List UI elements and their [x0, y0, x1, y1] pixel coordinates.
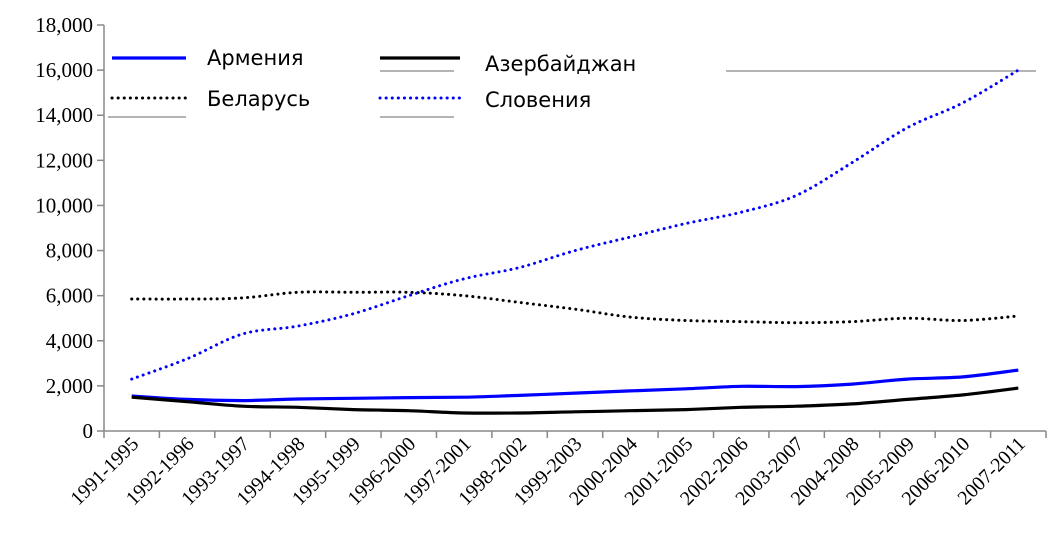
series-3-legend-label: Словения [485, 88, 591, 112]
y-tick-label: 2,000 [46, 374, 93, 398]
y-tick-label: 0 [83, 419, 94, 443]
series-1-legend-label: Азербайджан [485, 52, 636, 76]
y-tick-label: 12,000 [35, 148, 93, 172]
y-tick-label: 8,000 [46, 239, 93, 263]
series-2-legend-label: Беларусь [207, 87, 310, 111]
x-axis: 1991-19951992-19961993-19971994-19981995… [66, 430, 1047, 510]
series-2-line [130, 290, 1020, 325]
series-1-line [131, 386, 1019, 415]
y-axis: 0 2,000 4,000 6,000 8,000 10,000 12,000 14,000 1… [35, 13, 105, 443]
y-tick-label: 6,000 [46, 284, 93, 308]
legend: Армения Азербайджан Беларусь Словения [110, 46, 636, 112]
y-tick-label: 10,000 [35, 193, 93, 217]
y-tick-label: 14,000 [35, 103, 93, 127]
series-layer [130, 68, 1020, 415]
y-tick-label: 4,000 [46, 329, 93, 353]
legend-area [108, 34, 1038, 118]
y-tick-label: 16,000 [35, 58, 93, 82]
legend-background [108, 34, 1038, 118]
series-0-legend-label: Армения [207, 46, 303, 70]
series-0-line [131, 368, 1019, 403]
y-tick-label: 18,000 [35, 13, 93, 37]
